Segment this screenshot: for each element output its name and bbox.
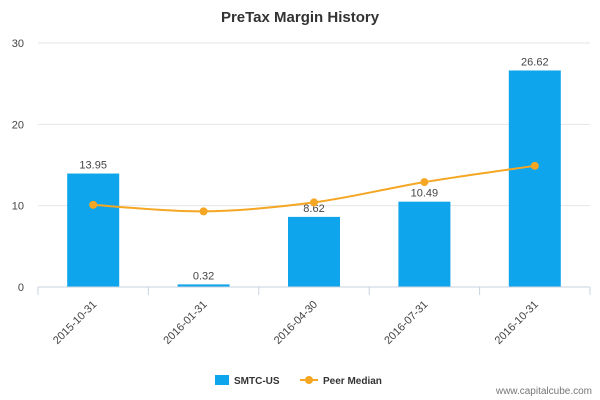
bar-data-labels: 13.95 0.32 8.62 10.49 26.62 bbox=[79, 56, 548, 282]
x-tick-label: 2016-10-31 bbox=[493, 299, 541, 347]
legend-label-smtc: SMTC-US bbox=[234, 376, 280, 387]
credit-text: www.capitalcube.com bbox=[495, 386, 592, 397]
gridlines bbox=[38, 42, 590, 207]
x-tick-label: 2016-07-31 bbox=[382, 299, 430, 347]
x-axis: 2015-10-31 2016-01-31 2016-04-30 2016-07-31… bbox=[37, 286, 591, 347]
peer-median-point bbox=[310, 198, 318, 207]
bar bbox=[177, 284, 230, 287]
bar bbox=[67, 173, 120, 287]
peer-median-point bbox=[89, 200, 98, 209]
bar bbox=[398, 201, 451, 287]
y-tick-label: 10 bbox=[12, 201, 24, 213]
y-tick-label: 20 bbox=[12, 119, 24, 131]
peer-median-point bbox=[420, 178, 429, 187]
bar-data-label: 8.62 bbox=[303, 203, 324, 215]
peer-median-series bbox=[89, 161, 539, 216]
bar-data-label: 26.62 bbox=[521, 56, 549, 68]
bar bbox=[508, 70, 561, 288]
legend: SMTC-US Peer Median bbox=[215, 375, 382, 387]
chart-title: PreTax Margin History bbox=[221, 9, 380, 26]
x-tick-label: 2016-04-30 bbox=[272, 299, 320, 347]
y-tick-label: 0 bbox=[18, 282, 24, 294]
legend-label-peer-median: Peer Median bbox=[323, 376, 382, 387]
y-tick-label: 30 bbox=[12, 38, 24, 50]
bar bbox=[288, 216, 340, 287]
peer-median-point bbox=[199, 207, 208, 216]
bar-data-label: 10.49 bbox=[411, 188, 439, 200]
y-axis: 0 10 20 30 bbox=[12, 38, 24, 294]
x-tick-label: 2015-10-31 bbox=[51, 299, 99, 347]
bar-data-label: 13.95 bbox=[79, 160, 107, 172]
bar-data-label: 0.32 bbox=[193, 270, 214, 282]
legend-swatch-peer-marker bbox=[305, 376, 313, 384]
bar-series bbox=[67, 70, 561, 288]
legend-swatch-smtc bbox=[215, 375, 229, 385]
peer-median-point bbox=[530, 161, 539, 170]
x-tick-label: 2016-01-31 bbox=[161, 299, 209, 347]
